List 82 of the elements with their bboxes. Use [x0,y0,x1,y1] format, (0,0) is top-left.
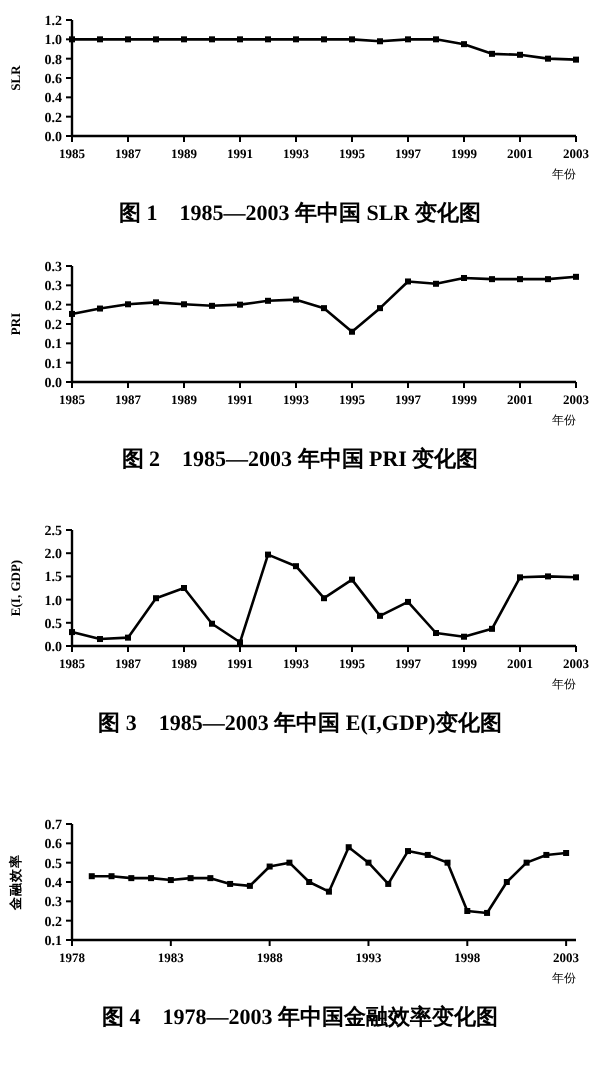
point [293,563,299,570]
text: 图 2 1985—2003 年中国 PRI 变化图 [121,446,479,472]
text: 图 3 1985—2003 年中国 E(I,GDP)变化图 [98,710,502,736]
line-series [69,273,579,335]
point [293,296,299,303]
point [545,55,551,62]
text: 图 1 1985—2003 年中国 SLR 变化图 [119,200,481,226]
point [563,850,570,856]
point [321,595,327,602]
point [345,844,352,851]
point [88,873,95,880]
point [125,634,131,641]
point [489,625,495,632]
point [153,36,159,43]
point [167,877,174,884]
point [153,299,159,306]
point [424,851,431,858]
point [325,888,332,895]
point [349,576,355,583]
point [405,848,411,855]
point [523,859,530,866]
point [349,36,355,43]
point [377,612,383,619]
point [265,36,271,43]
text: 图 4 1978—2003 年中国金融效率变化图 [102,1004,498,1030]
point [187,875,194,882]
point [461,41,467,48]
point [489,50,495,57]
point [321,305,327,312]
point [148,875,155,882]
point [108,873,115,880]
point [405,278,411,285]
point [517,51,523,58]
point [517,276,523,283]
point [306,879,313,885]
point [444,859,451,866]
point [377,305,383,312]
point [265,297,271,304]
point [349,328,355,335]
point [69,310,75,317]
point [69,629,75,636]
point [293,36,299,43]
point [181,301,187,308]
point [385,880,392,887]
point [209,302,215,309]
point [489,276,495,283]
point [545,573,551,580]
point [433,280,439,287]
point [503,879,510,885]
point [265,551,271,558]
point [266,863,273,870]
point [405,598,411,605]
point [405,36,411,43]
point [209,36,215,43]
point [207,875,214,882]
point [237,301,243,308]
point [433,36,439,43]
point [97,636,103,643]
point [573,574,579,581]
point [128,875,135,882]
point [545,276,551,283]
point [227,880,234,887]
point [153,595,159,602]
point [286,859,293,866]
point [573,273,579,280]
point [209,620,215,627]
point [461,633,467,640]
point [237,36,243,43]
point [125,36,131,43]
point [484,909,491,916]
point [181,36,187,43]
point [97,305,103,312]
point [246,882,253,889]
point [464,908,471,914]
point [321,36,327,43]
point [573,56,579,63]
point [125,301,131,308]
point [517,574,523,581]
point [543,851,550,858]
point [97,36,103,43]
point [365,859,372,866]
point [377,38,383,45]
